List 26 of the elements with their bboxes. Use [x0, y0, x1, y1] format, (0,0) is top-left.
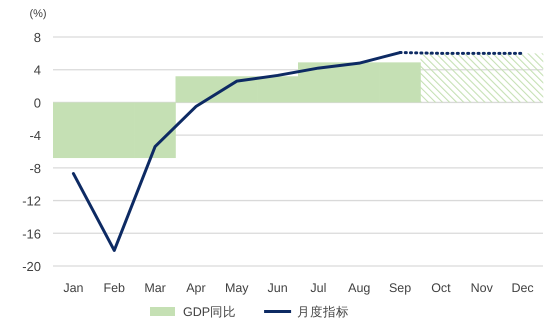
y-tick-label: -8	[29, 160, 41, 176]
y-axis-title: (%)	[29, 8, 47, 20]
x-tick-label: Nov	[470, 281, 494, 295]
y-tick-label: 0	[34, 95, 41, 110]
y-tick-label: 4	[34, 62, 41, 78]
y-tick-label: -20	[22, 259, 41, 274]
bar	[502, 53, 544, 102]
legend-label: 月度指标	[297, 304, 350, 319]
y-tick-label: -16	[22, 226, 41, 242]
y-tick-label: -4	[29, 128, 41, 144]
x-tick-label: Jun	[268, 281, 288, 295]
y-tick-label: -12	[22, 194, 41, 209]
x-tick-label: Jan	[63, 281, 84, 295]
x-tick-label: Jul	[310, 281, 326, 295]
x-tick-label: May	[224, 281, 250, 295]
bar	[420, 53, 462, 102]
y-tick-label: 8	[34, 30, 41, 45]
bar	[461, 53, 502, 102]
x-tick-label: Apr	[186, 281, 206, 295]
x-tick-label: Aug	[348, 281, 370, 295]
x-tick-label: Dec	[511, 281, 534, 295]
x-tick-label: Oct	[431, 281, 452, 295]
x-tick-label: Mar	[144, 281, 166, 295]
legend-label: GDP同比	[183, 305, 236, 319]
x-tick-label: Feb	[103, 281, 126, 295]
x-tick-label: Sep	[388, 281, 412, 295]
